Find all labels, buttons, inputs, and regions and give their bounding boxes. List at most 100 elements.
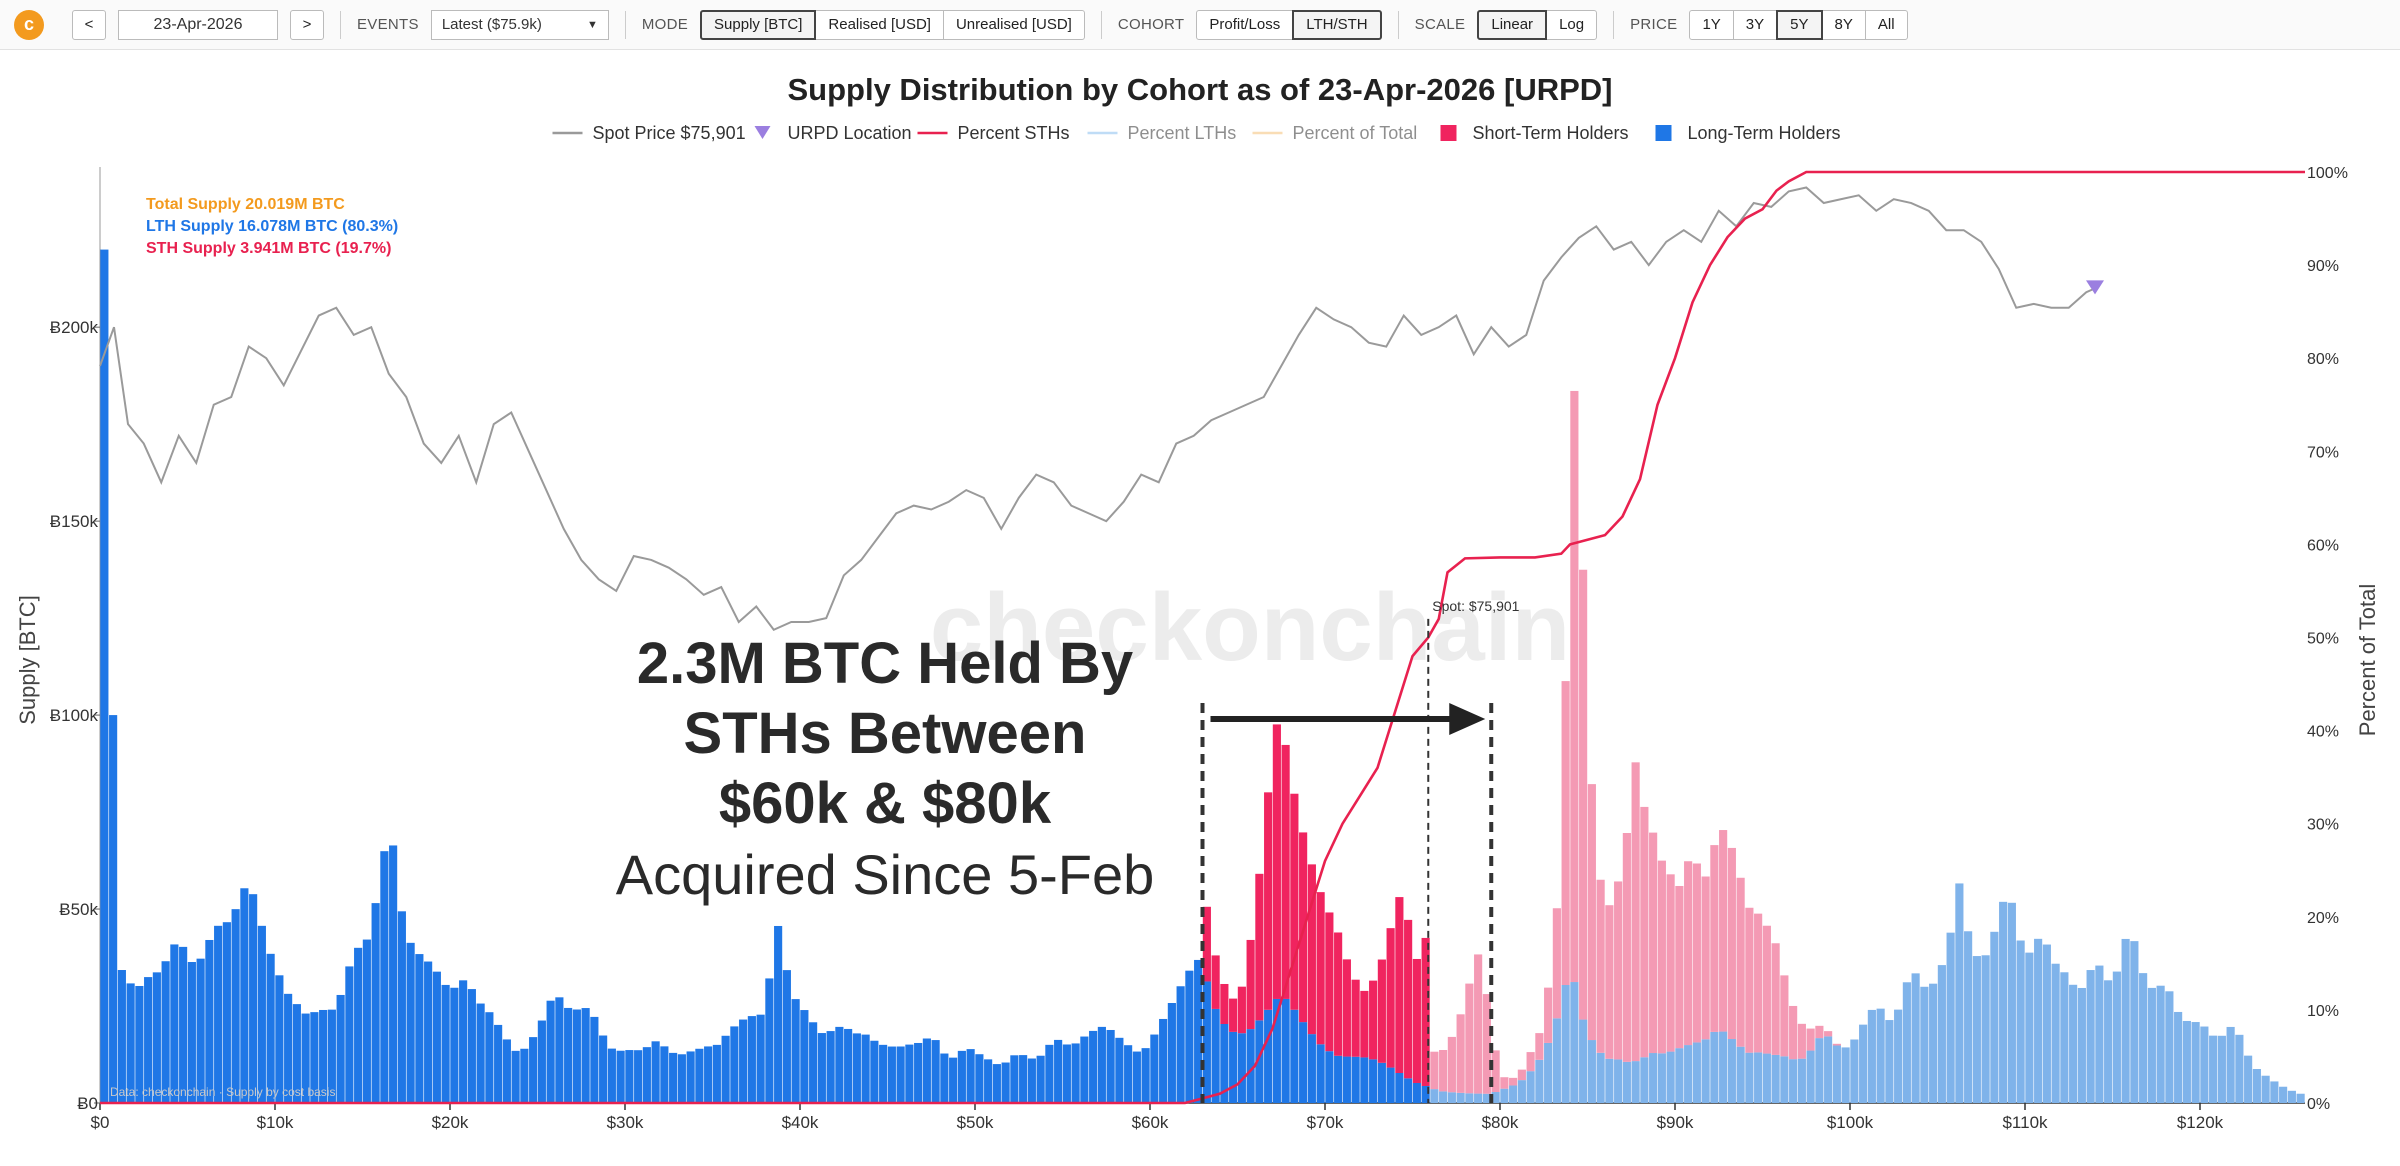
lth-bar: [896, 1046, 905, 1103]
y2-tick-label: 80%: [2307, 351, 2339, 368]
price-option-8y[interactable]: 8Y: [1821, 9, 1866, 40]
sth-bar: [1824, 1031, 1833, 1037]
mode-option-realised-usd[interactable]: Realised [USD]: [815, 9, 944, 40]
lth-bar: [152, 972, 161, 1103]
next-date-button[interactable]: >: [290, 9, 324, 40]
sth-bar: [1570, 390, 1579, 983]
scale-option-log[interactable]: Log: [1546, 9, 1598, 40]
lth-bar: [756, 1014, 765, 1103]
price-option-3y[interactable]: 3Y: [1732, 9, 1778, 40]
toolbar: c < 23-Apr-2026 > EVENTS Latest ($75.9k)…: [0, 0, 2400, 50]
lth-bar: [1657, 1053, 1666, 1103]
lth-bar: [1710, 1031, 1719, 1103]
lth-bar: [949, 1057, 958, 1103]
price-option-1y[interactable]: 1Y: [1689, 9, 1734, 40]
legend-swatch: [754, 126, 771, 139]
lth-bar: [984, 1059, 993, 1103]
lth-bar: [1876, 1008, 1885, 1103]
legend-label: Percent LTHs: [1128, 123, 1237, 143]
prev-date-button[interactable]: <: [72, 9, 106, 40]
lth-bar: [1404, 1078, 1413, 1103]
urpd-chart: Supply Distribution by Cohort as of 23-A…: [0, 51, 2400, 1166]
x-tick-label: $60k: [1132, 1113, 1169, 1132]
lth-bar: [817, 1033, 826, 1103]
sth-bar: [1815, 1025, 1824, 1039]
y2-tick-label: 40%: [2307, 724, 2339, 741]
sth-bar: [1736, 877, 1745, 1047]
lth-bar: [1141, 1048, 1150, 1103]
legend-label: Short-Term Holders: [1473, 123, 1629, 143]
checkonchain-logo-icon[interactable]: c: [14, 9, 44, 40]
lth-bars: [100, 249, 2305, 1104]
lth-bar: [362, 939, 371, 1103]
lth-bar: [1640, 1057, 1649, 1103]
lth-bar: [450, 987, 459, 1103]
lth-bar: [599, 1035, 608, 1103]
sth-bar: [1614, 881, 1623, 1060]
lth-bar: [2226, 1026, 2235, 1103]
sth-bar: [1719, 830, 1728, 1032]
mode-label: MODE: [641, 16, 689, 33]
lth-bar: [1159, 1018, 1168, 1103]
lth-bar: [747, 1016, 756, 1103]
price-option-5y[interactable]: 5Y: [1776, 9, 1823, 40]
lth-bar: [1176, 986, 1185, 1103]
y-tick-label: Ƀ0: [77, 1094, 98, 1113]
lth-bar: [327, 1009, 336, 1103]
date-input[interactable]: 23-Apr-2026: [118, 9, 278, 40]
toolbar-divider: [1613, 10, 1615, 39]
lth-bar: [2270, 1081, 2279, 1103]
mode-option-supply-btc[interactable]: Supply [BTC]: [700, 9, 817, 40]
lth-bar: [1010, 1055, 1019, 1103]
supply-stats: Total Supply 20.019M BTC LTH Supply 16.07…: [146, 196, 398, 257]
sth-bar: [1447, 1036, 1456, 1093]
lth-bar: [1596, 1052, 1605, 1103]
lth-bar: [275, 975, 284, 1103]
cohort-option-profit-loss[interactable]: Profit/Loss: [1196, 9, 1294, 40]
lth-bar: [2130, 941, 2139, 1103]
lth-bar: [721, 1035, 730, 1103]
lth-bar: [476, 1003, 485, 1103]
lth-bar: [284, 993, 293, 1103]
cohort-option-lth-sth[interactable]: LTH/STH: [1292, 9, 1382, 40]
sth-bar: [1255, 873, 1264, 1021]
price-option-all[interactable]: All: [1864, 9, 1908, 40]
lth-bar: [1517, 1080, 1526, 1103]
lth-bar: [467, 989, 476, 1103]
lth-bar: [1307, 1034, 1316, 1103]
x-tick-label: $100k: [1827, 1113, 1874, 1132]
x-tick-label: $110k: [2002, 1113, 2048, 1132]
lth-bar: [2034, 938, 2043, 1103]
sth-bar: [1430, 1051, 1439, 1090]
y2-tick-label: 10%: [2307, 1003, 2339, 1020]
lth-bar: [222, 922, 231, 1103]
lth-bar: [1999, 901, 2008, 1103]
lth-bar: [406, 942, 415, 1103]
scale-option-linear[interactable]: Linear: [1477, 9, 1548, 40]
lth-bar: [1824, 1036, 1833, 1103]
lth-bar: [1062, 1044, 1071, 1103]
mode-option-unrealised-usd[interactable]: Unrealised [USD]: [942, 9, 1085, 40]
lth-bar: [975, 1054, 984, 1103]
lth-bar: [1386, 1067, 1395, 1103]
lth-bar: [187, 962, 196, 1103]
lth-bar: [2217, 1035, 2226, 1103]
lth-bar: [2165, 991, 2174, 1103]
sth-bar: [1482, 994, 1491, 1094]
sth-bar: [1587, 784, 1596, 1041]
sth-bar: [1692, 863, 1701, 1043]
y2-tick-label: 0%: [2307, 1096, 2330, 1113]
lth-bar: [774, 925, 783, 1103]
lth-bar: [389, 845, 398, 1103]
lth-bar: [100, 249, 109, 1104]
lth-bar: [931, 1040, 940, 1103]
y-tick-label: Ƀ200k: [50, 318, 99, 337]
sth-bar: [1351, 979, 1360, 1057]
events-select[interactable]: Latest ($75.9k) ▼: [430, 9, 609, 40]
lth-bar: [1334, 1055, 1343, 1103]
lth-bar: [1430, 1089, 1439, 1103]
lth-bar: [1272, 998, 1281, 1103]
lth-bar: [1281, 998, 1290, 1103]
sth-bar: [1334, 932, 1343, 1056]
lth-bar: [319, 1009, 328, 1103]
